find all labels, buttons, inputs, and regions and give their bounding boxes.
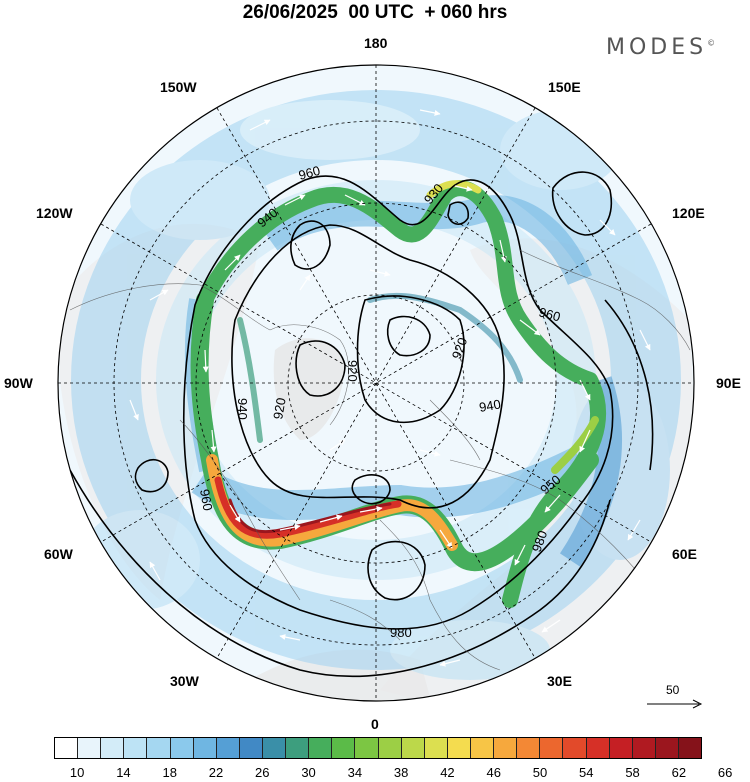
colorbar-cell [332, 738, 356, 758]
colorbar-cell [78, 738, 102, 758]
colorbar-tick-label: 10 [69, 765, 85, 780]
reference-vector-label: 50 [666, 683, 680, 697]
colorbar-tick-label: 14 [116, 765, 131, 780]
colorbar-cell [540, 738, 564, 758]
lon-label-150w: 150W [160, 79, 197, 95]
land-greenland [273, 338, 345, 440]
contour-label: 920 [449, 336, 471, 362]
colorbar-cell [101, 738, 125, 758]
colorbar-cell [170, 738, 194, 758]
colorbar-cell [147, 738, 171, 758]
colorbar-tick-label: 34 [347, 765, 363, 780]
lon-label-90w: 90W [4, 375, 33, 391]
colorbar-cell [563, 738, 587, 758]
colorbar-cell [470, 738, 495, 758]
colorbar-cell [494, 738, 518, 758]
colorbar-cell [239, 738, 263, 758]
lon-label-150e: 150E [548, 79, 581, 95]
colorbar-cell [655, 738, 679, 758]
lon-label-60w: 60W [44, 546, 73, 562]
lon-label-180: 180 [364, 35, 388, 51]
colorbar-cell [401, 738, 425, 758]
colorbar-tick-label: 42 [440, 765, 455, 780]
wind-speed-colorbar [54, 737, 702, 759]
colorbar-cell [378, 738, 402, 758]
contour-label: 940 [235, 398, 250, 420]
colorbar-tick-label: 38 [393, 765, 409, 780]
colorbar-cell [424, 738, 448, 758]
colorbar-cell [586, 738, 610, 758]
reference-vector-arrow [647, 699, 703, 709]
brand-mark: © [707, 38, 716, 48]
colorbar-cell [632, 738, 656, 758]
colorbar-cell [193, 738, 217, 758]
colorbar-tick-label: 46 [486, 765, 501, 780]
colorbar-tick-label: 58 [625, 765, 640, 780]
brand-name: MODES [606, 35, 708, 60]
colorbar-cell [309, 738, 333, 758]
contour-label: 920 [345, 360, 360, 382]
brand-logo: MODES© [606, 35, 715, 60]
colorbar-tick-label: 50 [532, 765, 548, 780]
lon-label-120e: 120E [672, 205, 705, 221]
colorbar-cell [216, 738, 240, 758]
contour-label: 980 [529, 529, 551, 555]
contour-label: 920 [270, 397, 289, 421]
colorbar-cell [355, 738, 379, 758]
colorbar-cell [262, 738, 287, 758]
colorbar-tick-label: 26 [255, 765, 270, 780]
contour-label: 960 [197, 488, 216, 512]
graticule [58, 65, 694, 701]
contour-label: 940 [478, 396, 502, 415]
colorbar-tick-label: 18 [162, 765, 177, 780]
colorbar-cell [286, 738, 310, 758]
contour-value-labels: 960 940 930 960 920 920 940 940 920 960 … [197, 163, 564, 640]
colorbar-tick-label: 62 [671, 765, 687, 780]
lon-label-30e: 30E [547, 673, 572, 689]
land-africa [240, 649, 440, 701]
colorbar-tick-label: 54 [579, 765, 594, 780]
contour-label: 960 [297, 163, 322, 183]
colorbar-cell [517, 738, 541, 758]
colorbar-cell [609, 738, 633, 758]
colorbar-cell [678, 738, 702, 758]
colorbar-cell [447, 738, 471, 758]
coastlines [69, 249, 691, 671]
lon-label-0: 0 [371, 716, 379, 732]
contour-label: 980 [390, 625, 412, 640]
height-contours [69, 171, 654, 678]
contour-label: 960 [537, 304, 562, 324]
lon-label-120w: 120W [36, 205, 73, 221]
colorbar-cell [124, 738, 148, 758]
lon-label-90e: 90E [716, 375, 741, 391]
lon-label-60e: 60E [672, 546, 697, 562]
chart-title: 26/06/2025 00 UTC + 060 hrs [242, 2, 508, 23]
lon-label-30w: 30W [170, 673, 199, 689]
colorbar-cell [55, 738, 79, 758]
colorbar-tick-label: 30 [301, 765, 316, 780]
colorbar-tick-label: 22 [208, 765, 224, 780]
colorbar-tick-label: 66 [717, 765, 733, 780]
map-border [57, 64, 695, 702]
polar-stereographic-map: 960 940 930 960 920 920 940 940 920 960 … [57, 64, 695, 702]
